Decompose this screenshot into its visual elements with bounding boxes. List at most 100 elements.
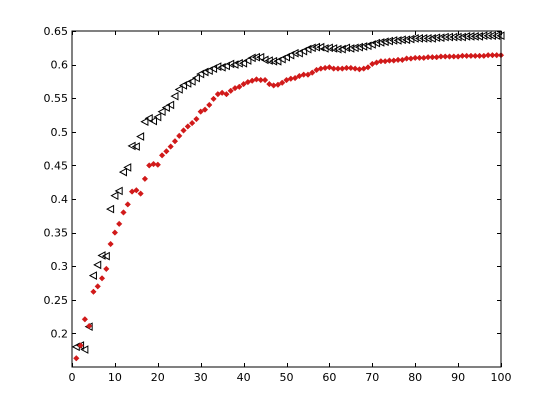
y-tick-label: 0.55: [44, 92, 69, 105]
data-point: [223, 91, 230, 98]
data-point: [154, 161, 161, 168]
data-point: [291, 74, 299, 82]
data-point: [171, 138, 179, 145]
data-point: [311, 42, 321, 52]
x-tick-label: 30: [194, 371, 208, 384]
x-tick-label: 50: [280, 371, 294, 384]
data-point: [446, 53, 453, 60]
data-point: [351, 65, 359, 72]
data-point: [210, 95, 217, 103]
data-point: [94, 283, 101, 290]
data-point: [183, 79, 192, 88]
data-point: [412, 54, 419, 62]
data-point: [124, 201, 131, 208]
x-tick-label: 20: [151, 371, 165, 384]
data-point: [118, 167, 127, 177]
y-tick-label: 0.3: [51, 260, 69, 273]
data-point: [364, 64, 372, 71]
data-point: [80, 345, 89, 354]
series-1: [71, 31, 505, 354]
data-point: [93, 260, 102, 270]
data-point: [459, 52, 466, 60]
data-point: [187, 77, 196, 86]
data-point: [487, 31, 496, 41]
data-point: [377, 58, 385, 65]
data-point: [140, 117, 149, 127]
data-point: [397, 35, 406, 45]
data-point: [178, 81, 188, 90]
y-tick-label: 0.35: [44, 227, 69, 240]
data-point: [176, 132, 183, 139]
data-point: [148, 116, 158, 126]
plot-marks: [71, 31, 505, 362]
data-point: [403, 55, 410, 62]
data-point: [180, 127, 187, 134]
y-tick-label: 0.6: [51, 59, 69, 72]
data-point: [479, 31, 488, 41]
data-point: [442, 53, 449, 60]
data-point: [253, 76, 260, 83]
x-tick-label: 70: [365, 371, 379, 384]
data-point: [326, 64, 333, 71]
data-point: [343, 64, 350, 72]
data-point: [153, 112, 162, 122]
x-tick-label: 40: [237, 371, 251, 384]
data-point: [243, 56, 252, 65]
data-point: [98, 275, 106, 282]
data-point: [137, 190, 144, 197]
x-tick-label: 0: [69, 371, 76, 384]
data-point: [114, 186, 123, 196]
data-point: [204, 66, 213, 75]
data-point: [472, 52, 479, 60]
data-point: [444, 32, 454, 42]
data-point: [437, 53, 445, 60]
data-point: [476, 52, 483, 60]
data-point: [150, 160, 157, 168]
data-point: [141, 175, 149, 182]
data-point: [131, 142, 140, 151]
x-tick-label: 100: [491, 371, 512, 384]
data-point: [304, 71, 312, 78]
data-point: [277, 54, 286, 64]
data-point: [201, 106, 209, 113]
data-point: [166, 100, 175, 110]
data-point: [419, 34, 428, 43]
data-point: [209, 64, 218, 73]
data-point: [123, 163, 132, 172]
data-point: [492, 31, 501, 41]
data-point: [414, 34, 423, 43]
data-point: [423, 34, 432, 43]
data-point: [440, 32, 449, 42]
data-point: [294, 48, 303, 58]
data-point: [193, 115, 200, 123]
y-tick-label: 0.25: [44, 294, 69, 307]
data-point: [88, 271, 97, 280]
data-point: [394, 56, 402, 64]
data-point: [110, 191, 119, 200]
data-point: [133, 187, 140, 194]
data-point: [144, 114, 153, 123]
data-point: [161, 103, 170, 112]
data-point: [299, 46, 308, 56]
data-point: [309, 69, 316, 76]
data-point: [197, 108, 204, 115]
data-point: [136, 132, 145, 141]
data-point: [410, 34, 419, 43]
data-point: [167, 143, 174, 150]
x-tick-label: 90: [451, 371, 465, 384]
data-point: [236, 83, 243, 90]
data-point: [290, 48, 299, 58]
data-point: [86, 322, 93, 330]
data-point: [334, 65, 342, 72]
data-point: [196, 69, 205, 79]
data-point: [347, 64, 355, 72]
data-point: [77, 342, 84, 349]
data-point: [158, 152, 166, 159]
data-point: [484, 52, 492, 59]
data-point: [170, 91, 179, 101]
data-point: [218, 89, 226, 96]
data-point: [256, 52, 265, 62]
data-point: [466, 32, 475, 41]
data-point: [90, 288, 97, 295]
data-point: [453, 32, 462, 42]
